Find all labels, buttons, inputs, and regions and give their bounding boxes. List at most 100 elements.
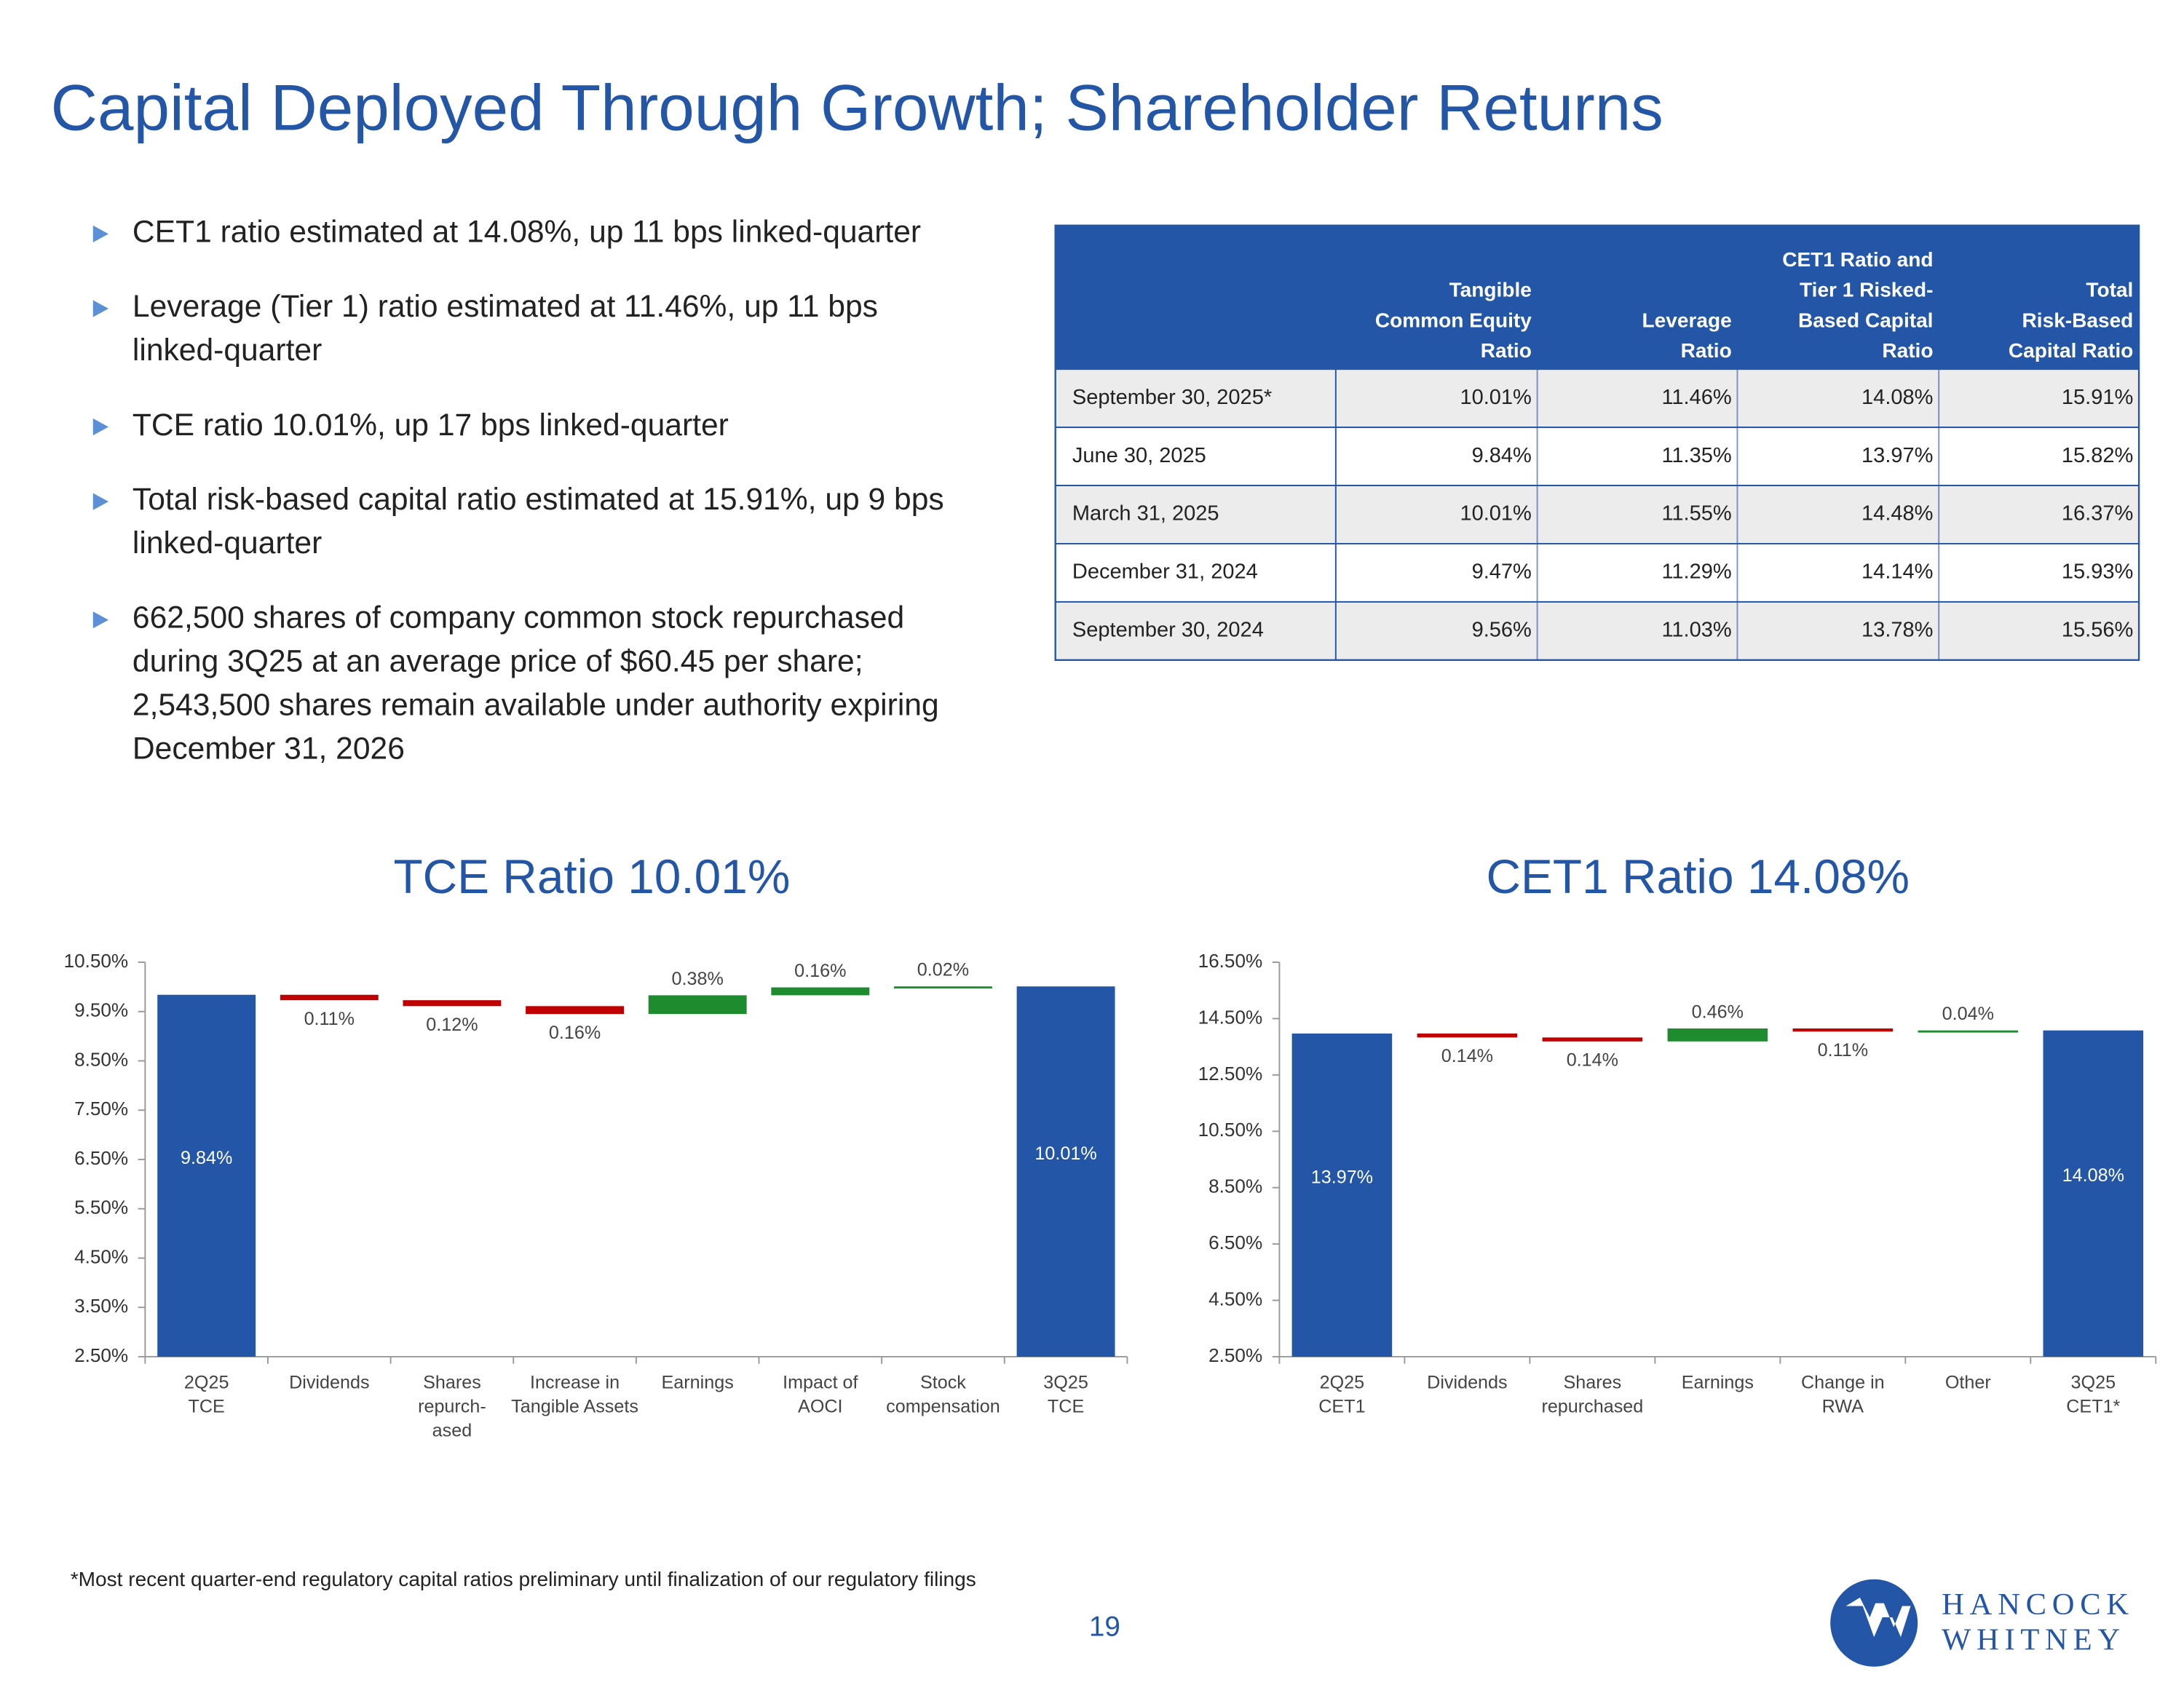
- x-tick-label: 2Q25 TCE: [184, 1372, 229, 1416]
- value-label: 0.02%: [917, 960, 969, 980]
- x-tick-label: Impact of AOCI: [783, 1372, 858, 1416]
- table-cell: December 31, 2024: [1072, 560, 1258, 584]
- table-row: [1054, 600, 2140, 661]
- value-label: 0.38%: [672, 969, 724, 989]
- bullet-text: Total risk-based capital ratio estimated…: [132, 482, 944, 560]
- table-row: [1054, 543, 2140, 603]
- x-tick-label: Other: [1945, 1372, 1991, 1392]
- x-tick-label: 2Q25 CET1: [1318, 1372, 1365, 1416]
- table-header: [1055, 225, 2140, 370]
- y-tick-label: 9.50%: [74, 999, 128, 1021]
- x-tick-label: 3Q25 TCE: [1043, 1372, 1088, 1416]
- table-border: [1054, 224, 2140, 662]
- y-tick-label: 5.50%: [74, 1197, 128, 1218]
- y-tick-label: 12.50%: [1198, 1063, 1263, 1085]
- table-cell: 11.46%: [1661, 386, 1731, 409]
- x-tick-label: Increase in Tangible Assets: [511, 1372, 638, 1416]
- y-tick-label: 4.50%: [74, 1245, 128, 1267]
- bar: [648, 995, 747, 1015]
- logo-text: WHITNEY: [1942, 1623, 2126, 1657]
- value-label: 0.16%: [549, 1023, 601, 1043]
- x-tick-label: Stock compensation: [886, 1372, 1000, 1416]
- value-label: 0.11%: [1818, 1040, 1868, 1060]
- x-tick-label: Shares repurch-ased: [418, 1372, 486, 1440]
- table-cell: September 30, 2024: [1072, 619, 1264, 642]
- table-cell: 11.35%: [1661, 444, 1731, 467]
- table-cell: 11.55%: [1661, 502, 1731, 526]
- bar: [893, 986, 992, 989]
- table-row: [1054, 368, 2140, 429]
- slide-title: Capital Deployed Through Growth; Shareho…: [51, 71, 1663, 143]
- bullet-marker: [92, 225, 109, 242]
- value-label: 13.97%: [1311, 1167, 1373, 1187]
- y-tick-label: 10.50%: [64, 950, 129, 972]
- logo-text: HANCOCK: [1942, 1587, 2134, 1622]
- bullet-text: TCE ratio 10.01%, up 17 bps linked-quart…: [132, 408, 729, 443]
- x-tick-label: Earnings: [662, 1372, 734, 1392]
- bullet-marker: [92, 493, 109, 510]
- bar: [1291, 1033, 1393, 1357]
- x-tick-label: 3Q25 CET1*: [2066, 1372, 2120, 1416]
- bullet-marker: [92, 611, 109, 629]
- table-cell: 11.03%: [1661, 619, 1731, 642]
- y-tick-label: 3.50%: [74, 1295, 128, 1317]
- bar: [1667, 1028, 1768, 1042]
- table-header-text: Total Risk-Based Capital Ratio: [2009, 279, 2133, 362]
- table-cell: 14.08%: [1861, 386, 1933, 409]
- table-cell: 10.01%: [1460, 502, 1531, 526]
- value-label: 9.84%: [181, 1148, 232, 1168]
- table-cell: September 30, 2025*: [1072, 386, 1272, 409]
- y-tick-label: 6.50%: [1208, 1232, 1262, 1253]
- y-tick-label: 6.50%: [74, 1147, 128, 1169]
- bar: [157, 994, 256, 1357]
- table-cell: June 30, 2025: [1072, 444, 1206, 467]
- bullet-text: 662,500 shares of company common stock r…: [132, 600, 939, 766]
- footnote: *Most recent quarter-end regulatory capi…: [71, 1568, 976, 1590]
- x-tick-label: Earnings: [1682, 1372, 1754, 1392]
- table-cell: 14.14%: [1861, 560, 1933, 584]
- bar: [280, 994, 379, 1001]
- table-cell: 13.78%: [1861, 619, 1933, 642]
- x-tick-label: Change in RWA: [1801, 1372, 1885, 1416]
- bullet-marker: [92, 418, 109, 436]
- table-cell: 11.29%: [1661, 560, 1731, 584]
- x-tick-label: Dividends: [1427, 1372, 1507, 1392]
- table-cell: 10.01%: [1460, 386, 1531, 409]
- table-row: [1054, 485, 2140, 544]
- table-cell: 9.47%: [1472, 560, 1532, 584]
- bar: [1792, 1028, 1894, 1032]
- bar: [1016, 986, 1115, 1357]
- value-label: 14.08%: [2062, 1165, 2124, 1186]
- table-cell: 15.56%: [2062, 619, 2133, 642]
- y-tick-label: 4.50%: [1208, 1288, 1262, 1309]
- table-cell: 14.48%: [1861, 502, 1933, 526]
- y-tick-label: 10.50%: [1198, 1119, 1263, 1141]
- bar: [403, 1000, 502, 1007]
- value-label: 0.14%: [1567, 1050, 1618, 1071]
- bar: [1417, 1033, 1518, 1038]
- value-label: 0.16%: [794, 961, 846, 981]
- table-cell: 15.93%: [2062, 560, 2133, 584]
- bar: [1542, 1037, 1643, 1042]
- table-cell: 13.97%: [1861, 444, 1933, 467]
- bullet-text: CET1 ratio estimated at 14.08%, up 11 bp…: [132, 215, 921, 250]
- table-header-text: CET1 Ratio and Tier 1 Risked-Based Capita…: [1782, 249, 1933, 362]
- value-label: 10.01%: [1034, 1143, 1096, 1164]
- value-label: 0.12%: [426, 1015, 478, 1035]
- bar: [526, 1006, 625, 1015]
- table-cell: March 31, 2025: [1072, 502, 1219, 526]
- chart-title: CET1 Ratio 14.08%: [1487, 849, 1910, 903]
- table-cell: 15.82%: [2062, 444, 2133, 467]
- value-label: 0.14%: [1441, 1046, 1493, 1066]
- logo-mark: [1845, 1597, 1911, 1638]
- page-number: 19: [1089, 1611, 1120, 1643]
- bullet-text: Leverage (Tier 1) ratio estimated at 11.…: [132, 289, 878, 368]
- x-tick-label: Dividends: [289, 1372, 369, 1392]
- y-tick-label: 16.50%: [1198, 950, 1263, 972]
- table-cell: 15.91%: [2062, 386, 2133, 409]
- y-tick-label: 8.50%: [1208, 1175, 1262, 1197]
- table-header-text: Leverage Ratio: [1642, 309, 1732, 362]
- table-header-text: Tangible Common Equity Ratio: [1375, 279, 1532, 362]
